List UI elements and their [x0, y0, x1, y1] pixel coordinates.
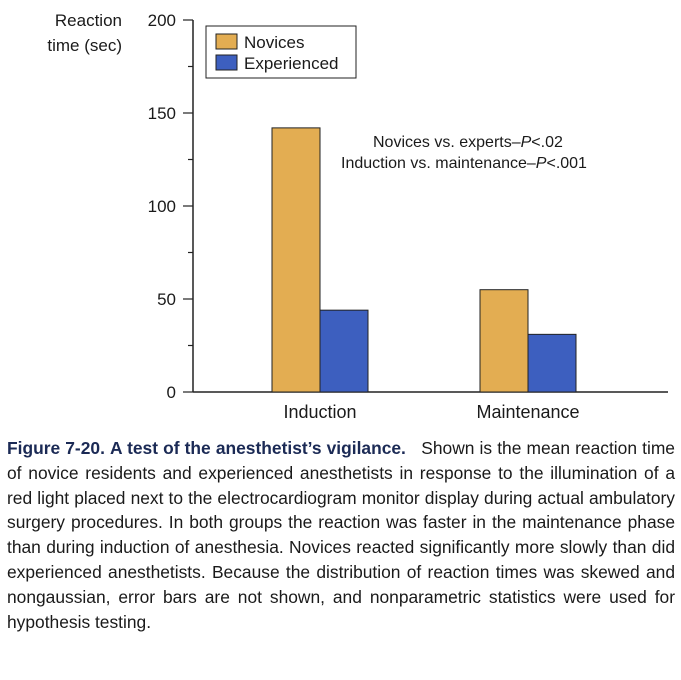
y-axis-label-line-2: time (sec): [47, 36, 122, 55]
legend-label-experienced: Experienced: [244, 54, 339, 73]
y-tick-label: 50: [157, 290, 176, 309]
x-axis-labels: Induction Maintenance: [283, 402, 579, 422]
x-tick-label-maintenance: Maintenance: [476, 402, 579, 422]
bar-experienced-maintenance: [527, 333, 577, 393]
annotation-line-1: Novices vs. experts–P<.02: [373, 134, 563, 151]
annotation-suffix: <.02: [531, 134, 563, 151]
y-axis-label: Reaction time (sec): [47, 11, 122, 55]
caption-title: A test of the anesthetist’s vigilance.: [110, 438, 406, 458]
legend-swatch-novices: [215, 33, 238, 50]
annotation-prefix: Induction vs. maintenance–: [341, 155, 536, 172]
y-tick-label: 100: [148, 197, 176, 216]
bar-experienced-induction: [319, 309, 369, 393]
annotation-suffix: <.001: [546, 155, 587, 172]
legend: Novices Experienced: [205, 25, 357, 79]
annotation-p: P: [521, 134, 532, 151]
bar-novices-maintenance: [479, 289, 529, 393]
y-tick-label: 200: [148, 11, 176, 30]
y-tick-label: 0: [167, 383, 176, 402]
annotation-line-2: Induction vs. maintenance–P<.001: [341, 155, 587, 172]
caption-figure-number: Figure 7-20.: [7, 438, 105, 458]
figure-caption: Figure 7-20. A test of the anesthetist’s…: [7, 436, 675, 634]
legend-swatch-experienced: [215, 54, 238, 71]
annotation-prefix: Novices vs. experts–: [373, 134, 521, 151]
bar-novices-induction: [271, 127, 321, 393]
annotation-p: P: [536, 155, 547, 172]
caption-body: Shown is the mean reaction time of novic…: [7, 438, 675, 632]
y-tick-label: 150: [148, 104, 176, 123]
y-axis-ticks: 0 50 100 150 200: [148, 11, 193, 402]
legend-label-novices: Novices: [244, 33, 304, 52]
bars: [271, 127, 577, 393]
y-axis-label-line-1: Reaction: [55, 11, 122, 30]
x-tick-label-induction: Induction: [283, 402, 356, 422]
